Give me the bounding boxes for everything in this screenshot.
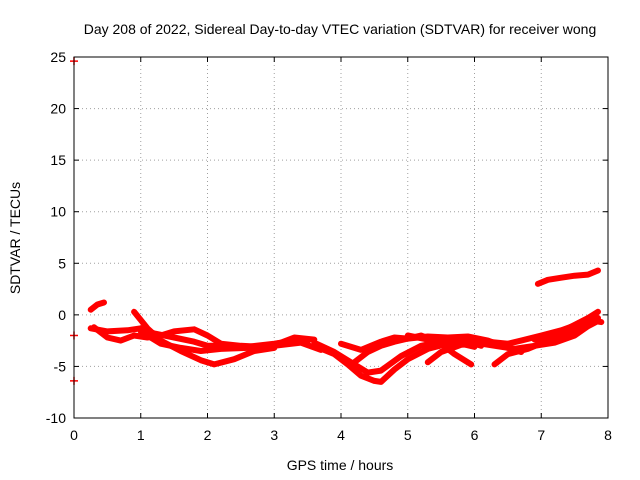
x-tick-label: 0 (70, 427, 78, 443)
series-line-arc-a (87, 299, 107, 313)
chart-title: Day 208 of 2022, Sidereal Day-to-day VTE… (84, 21, 597, 37)
x-tick-label: 1 (137, 427, 145, 443)
grid-lines (74, 57, 608, 418)
data-series (70, 57, 605, 385)
y-tick-label: 20 (50, 101, 66, 117)
y-tick-label: 0 (58, 307, 66, 323)
x-tick-label: 6 (471, 427, 479, 443)
y-tick-labels: -10 -5 0 5 10 15 20 25 (46, 49, 66, 426)
y-tick-label: 15 (50, 152, 66, 168)
series-line-arc-e (137, 328, 324, 354)
series-line-arc-n (531, 318, 605, 343)
y-tick-label: 25 (50, 49, 66, 65)
y-tick-label: -5 (54, 358, 67, 374)
y-axis-title: SDTVAR / TECUs (7, 182, 23, 294)
y-tick-label: 5 (58, 255, 66, 271)
axis-ticks (73, 56, 609, 419)
series-line-arc-o (534, 267, 601, 287)
x-tick-label: 7 (537, 427, 545, 443)
x-tick-label: 2 (204, 427, 212, 443)
x-axis-title: GPS time / hours (287, 457, 394, 473)
x-tick-label: 3 (270, 427, 278, 443)
series-line-arc-d (131, 308, 278, 368)
x-tick-label: 5 (404, 427, 412, 443)
y-tick-label: -10 (46, 410, 66, 426)
x-tick-label: 4 (337, 427, 345, 443)
x-tick-labels: 0 1 2 3 4 5 6 7 8 (70, 427, 612, 443)
x-tick-label: 8 (604, 427, 612, 443)
y-tick-label: 10 (50, 204, 66, 220)
